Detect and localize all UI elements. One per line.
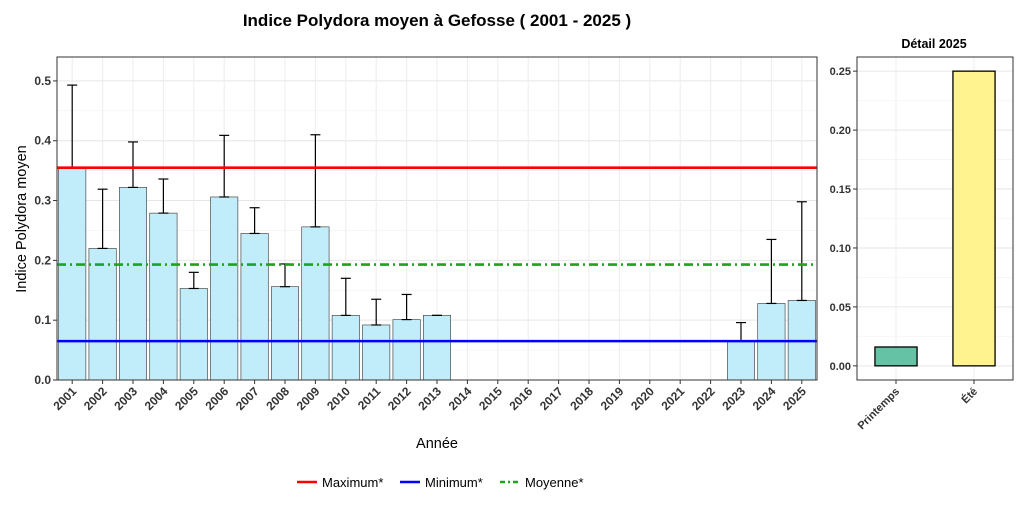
x-tick-label: 2019 bbox=[598, 384, 627, 413]
legend-label: Maximum* bbox=[322, 475, 383, 490]
detail-y-tick-label: 0.00 bbox=[830, 361, 851, 373]
bar-2010 bbox=[331, 315, 360, 381]
x-tick-label: 2025 bbox=[780, 384, 809, 413]
detail-bar-printemps bbox=[874, 346, 918, 367]
x-tick-label: 2015 bbox=[476, 384, 505, 413]
detail-y-tick-label: 0.25 bbox=[830, 66, 851, 78]
y-axis-label: Indice Polydora moyen bbox=[14, 145, 30, 293]
bar-2004 bbox=[149, 212, 178, 381]
bar-2013 bbox=[423, 315, 451, 381]
x-tick-label: 2023 bbox=[719, 384, 748, 413]
legend: Maximum* Minimum* Moyenne* bbox=[297, 475, 584, 490]
x-tick-label: 2010 bbox=[324, 384, 353, 413]
bar-2001 bbox=[58, 167, 87, 381]
x-tick-label: 2011 bbox=[355, 384, 384, 413]
bar-2011 bbox=[362, 324, 391, 381]
detail-y-tick-label: 0.20 bbox=[830, 125, 851, 137]
x-tick-label: 2005 bbox=[172, 384, 201, 413]
x-tick-label: 2009 bbox=[294, 384, 323, 413]
detail-y-tick-label: 0.10 bbox=[830, 243, 851, 255]
bar-2007 bbox=[240, 233, 269, 381]
bar-2005 bbox=[179, 288, 208, 381]
bar-2008 bbox=[271, 286, 299, 381]
x-tick-label: 2001 bbox=[51, 384, 80, 413]
detail-x-tick-label: Été bbox=[959, 385, 980, 406]
x-tick-label: 2012 bbox=[385, 384, 414, 413]
bar-2003 bbox=[119, 187, 147, 381]
detail-plot-panel: 0.00 0.05 0.10 0.15 0.20 0.25 Printemps Été bbox=[830, 56, 1014, 433]
bar-2012 bbox=[392, 319, 421, 381]
x-tick-label: 2022 bbox=[689, 384, 718, 413]
bar-2002 bbox=[88, 248, 117, 381]
detail-title: Détail 2025 bbox=[901, 37, 966, 51]
x-tick-label: 2013 bbox=[415, 384, 444, 413]
detail-y-tick-label: 0.15 bbox=[830, 184, 851, 196]
x-tick-label: 2017 bbox=[537, 384, 566, 413]
x-tick-label: 2004 bbox=[142, 384, 171, 413]
x-tick-label: 2008 bbox=[263, 384, 292, 413]
x-tick-label: 2014 bbox=[446, 384, 475, 413]
y-tick-label: 0.0 bbox=[34, 373, 51, 387]
x-axis-label: Année bbox=[416, 436, 458, 452]
x-tick-label: 2003 bbox=[111, 384, 140, 413]
bar-2023 bbox=[727, 340, 755, 381]
y-tick-label: 0.2 bbox=[34, 253, 51, 267]
x-tick-label: 2020 bbox=[628, 384, 657, 413]
x-tick-label: 2007 bbox=[233, 384, 262, 413]
x-tick-label: 2021 bbox=[659, 384, 688, 413]
y-tick-label: 0.5 bbox=[34, 74, 51, 88]
y-tick-label: 0.3 bbox=[34, 194, 51, 208]
y-tick-label: 0.1 bbox=[34, 313, 51, 327]
detail-bar-ete bbox=[952, 70, 996, 367]
bar-2009 bbox=[301, 226, 330, 381]
y-tick-label: 0.4 bbox=[34, 134, 51, 148]
detail-y-tick-label: 0.05 bbox=[830, 302, 851, 314]
detail-x-tick-label: Printemps bbox=[856, 386, 903, 433]
x-tick-label: 2002 bbox=[81, 384, 110, 413]
detail-border bbox=[856, 56, 1014, 381]
legend-label: Moyenne* bbox=[525, 475, 584, 490]
x-tick-label: 2024 bbox=[750, 384, 779, 413]
x-tick-label: 2018 bbox=[567, 384, 596, 413]
bar-2006 bbox=[210, 196, 239, 381]
x-tick-label: 2006 bbox=[203, 384, 232, 413]
x-tick-label: 2016 bbox=[507, 384, 536, 413]
chart-title: Indice Polydora moyen à Gefosse ( 2001 -… bbox=[243, 11, 631, 30]
legend-label: Minimum* bbox=[425, 475, 483, 490]
